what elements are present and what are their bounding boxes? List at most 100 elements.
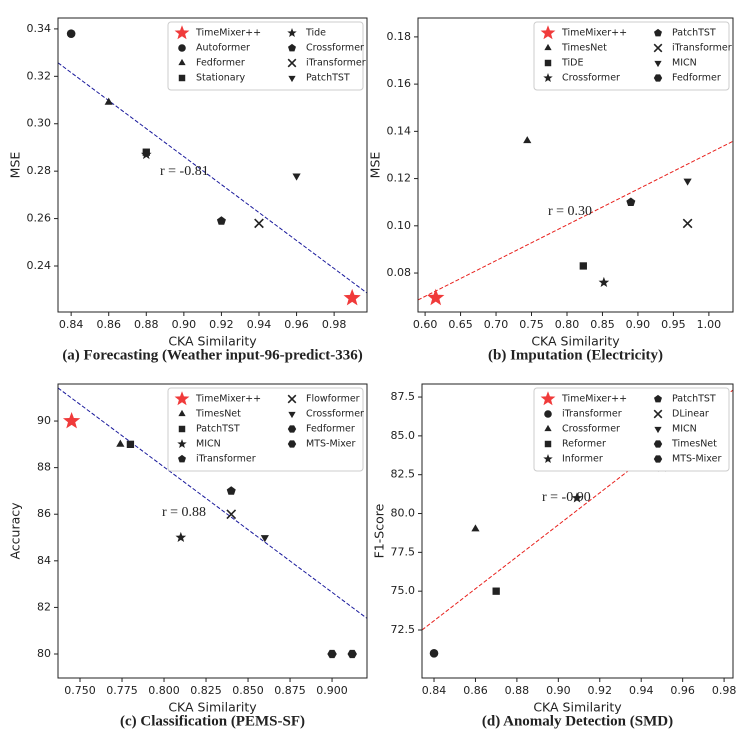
x-tick-label: 0.65: [448, 318, 473, 331]
x-tick-label: 0.98: [322, 318, 347, 331]
legend-label: Reformer: [562, 439, 606, 450]
y-tick-label: 0.16: [387, 77, 412, 90]
panel: 0.84 0.86 0.88 0.90 0.92 0.94 0.96 0.98 0.24 0.26…: [8, 17, 368, 363]
legend-marker: [287, 425, 297, 433]
y-tick-label: 0.32: [27, 69, 52, 82]
legend-marker: [178, 454, 186, 463]
point: [471, 524, 480, 532]
y-tick-label: 0.08: [387, 266, 412, 279]
panel: 0.750 0.775 0.800 0.825 0.850 0.875 0.900 80 82 8…: [8, 383, 368, 729]
legend-label: Informer: [562, 454, 603, 465]
annotation: r = 0.88: [162, 505, 206, 520]
point: [62, 411, 81, 429]
y-axis-label: F1-Score: [372, 503, 387, 558]
legend-marker: [178, 74, 186, 82]
axes-frame: [57, 17, 368, 313]
legend-marker: [654, 28, 662, 37]
legend-label: Crossformer: [562, 73, 620, 84]
x-tick-label: 0.60: [413, 318, 438, 331]
legend-marker: [540, 391, 556, 406]
point: [427, 288, 445, 306]
legend-label: Crossformer: [306, 43, 364, 54]
point: [571, 492, 583, 503]
x-tick-label: 0.88: [134, 318, 159, 331]
axes-frame: [57, 383, 368, 679]
legend-label: Crossformer: [562, 424, 620, 435]
x-tick-label: 0.94: [247, 318, 272, 331]
point: [66, 29, 76, 38]
y-tick-label: 75.0: [391, 584, 416, 597]
point: [104, 97, 113, 105]
point: [254, 218, 264, 229]
legend-label: Tide: [305, 28, 326, 39]
y-tick-label: 0.12: [387, 172, 412, 185]
legend-marker: [544, 59, 552, 67]
x-tick-label: 0.98: [712, 684, 737, 697]
y-tick-label: 0.30: [27, 117, 52, 130]
legend-label: iTransformer: [196, 454, 256, 465]
legend-box: [533, 387, 730, 472]
legend-marker: [287, 440, 297, 448]
legend-marker: [544, 43, 552, 51]
y-tick-label: 90: [37, 414, 51, 427]
x-axis-label: CKA Similarity: [533, 700, 622, 715]
y-tick-label: 0.10: [387, 219, 412, 232]
legend-label: iTransformer: [306, 58, 366, 69]
legend-marker: [287, 28, 297, 37]
point: [216, 216, 226, 225]
x-tick-label: 0.84: [422, 684, 447, 697]
legend-marker: [178, 44, 186, 52]
point: [226, 509, 237, 520]
legend-marker: [544, 440, 552, 448]
y-tick-label: 82.5: [391, 468, 416, 481]
x-tick-label: 0.84: [59, 318, 84, 331]
y-axis-label: MSE: [8, 152, 23, 179]
legend-marker: [540, 25, 556, 40]
legend-marker: [288, 411, 296, 419]
y-tick-label: 0.34: [27, 22, 52, 35]
annotation: r = -0.81: [160, 164, 209, 179]
y-tick-label: 0.14: [387, 124, 412, 137]
legend-label: TimesNet: [561, 43, 607, 54]
legend-marker: [653, 440, 663, 448]
x-tick-label: 0.850: [232, 684, 264, 697]
x-tick-label: 0.85: [590, 318, 615, 331]
legend-label: MICN: [672, 58, 697, 69]
x-tick-label: 0.86: [463, 684, 488, 697]
y-tick-label: 0.26: [27, 212, 52, 225]
point: [327, 649, 337, 659]
legend-label: MTS-Mixer: [306, 439, 355, 450]
legend-marker: [178, 409, 186, 417]
legend-marker: [543, 454, 553, 463]
point: [292, 173, 301, 181]
x-tick-label: 0.875: [274, 684, 306, 697]
x-tick-label: 0.775: [106, 684, 138, 697]
legend-label: Fedformer: [196, 58, 245, 69]
legend-label: PatchTST: [196, 424, 240, 435]
point: [260, 535, 269, 543]
y-tick-label: 0.18: [387, 30, 412, 43]
legend-marker: [653, 455, 663, 463]
y-tick-label: 80: [37, 647, 51, 660]
x-tick-label: 0.90: [626, 318, 651, 331]
point: [116, 439, 125, 447]
x-axis-label: CKA Similarity: [168, 700, 257, 715]
point: [175, 531, 187, 543]
point: [492, 587, 500, 595]
legend-label: PatchTST: [306, 73, 350, 84]
x-axis-label: CKA Similarity: [168, 334, 257, 349]
fit-line: [418, 140, 733, 301]
legend-label: iTransformer: [672, 43, 732, 54]
y-axis-label: MSE: [368, 152, 383, 179]
y-tick-label: 80.0: [391, 507, 416, 520]
legend-marker: [543, 73, 553, 82]
legend-label: PatchTST: [672, 394, 716, 405]
point: [140, 148, 152, 160]
legend-marker: [654, 60, 662, 68]
panel: 0.60 0.65 0.70 0.75 0.80 0.85 0.90 0.95 1.00 0.08…: [368, 17, 734, 363]
legend: TimeMixer++ TimesNet PatchTST MICN iTransfor…: [167, 387, 364, 472]
legend-label: Fedformer: [306, 424, 355, 435]
legend-label: PatchTST: [672, 28, 716, 39]
legend-marker: [653, 43, 663, 53]
